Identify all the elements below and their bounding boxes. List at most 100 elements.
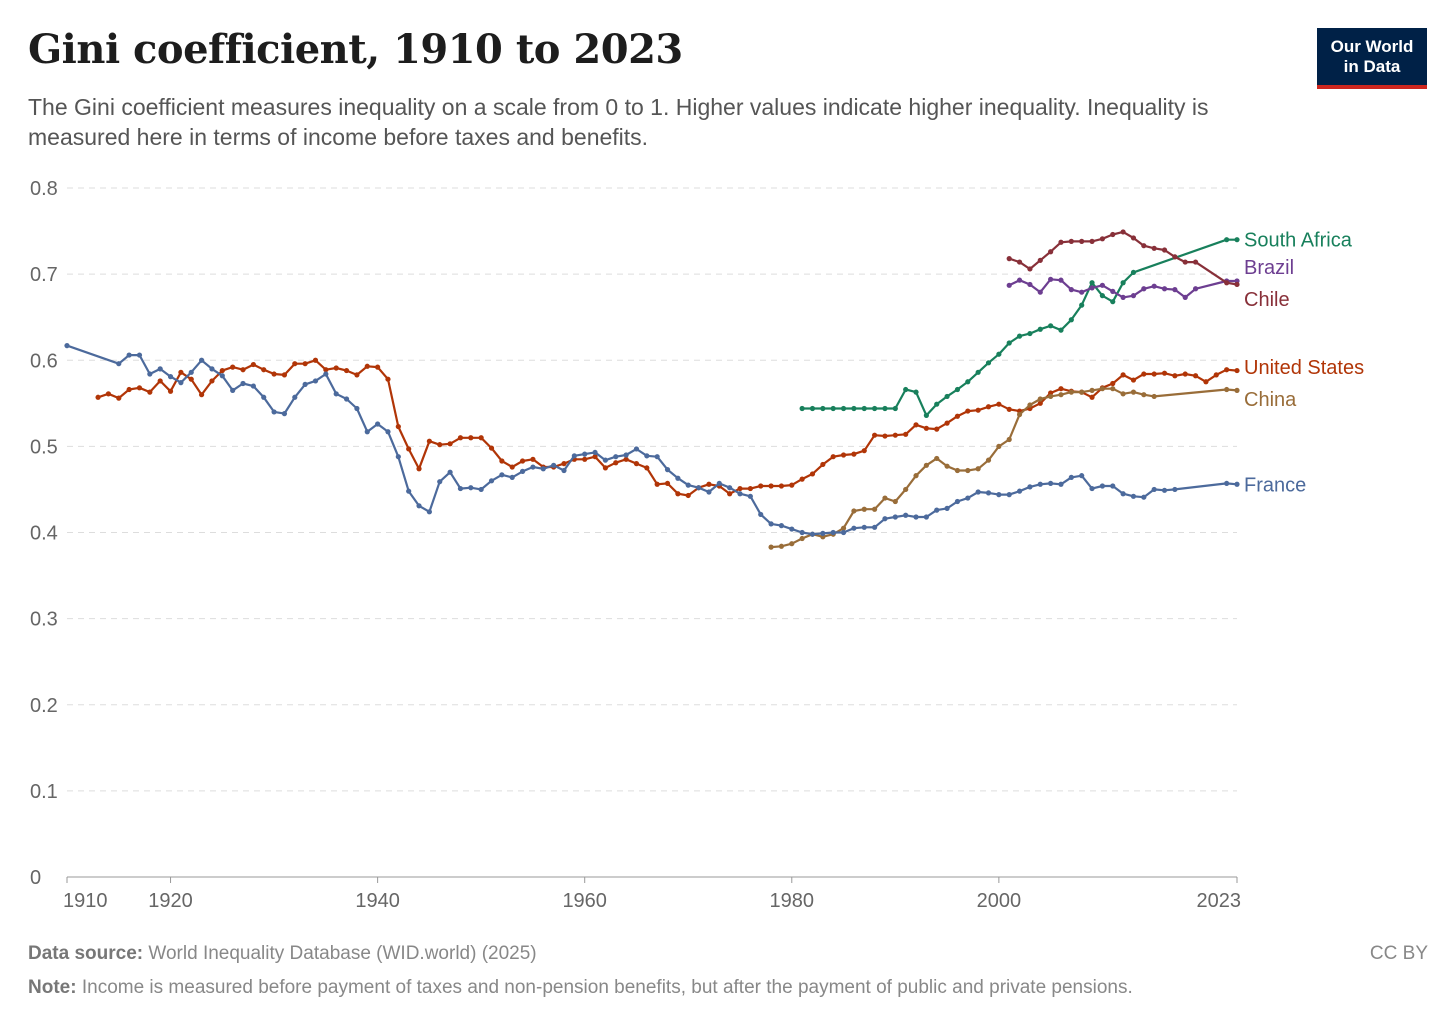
data-point-france bbox=[136, 352, 143, 358]
data-point-united-states bbox=[996, 401, 1002, 407]
data-point-china bbox=[944, 463, 950, 469]
data-point-france bbox=[861, 524, 867, 530]
data-point-chile bbox=[1058, 239, 1064, 245]
data-point-united-states bbox=[178, 369, 184, 375]
data-point-united-states bbox=[820, 461, 826, 468]
data-point-south-africa bbox=[882, 405, 888, 412]
data-point-united-states bbox=[364, 363, 370, 369]
data-point-france bbox=[1068, 474, 1074, 480]
data-point-france bbox=[1058, 481, 1064, 487]
data-point-france bbox=[737, 491, 743, 497]
data-point-united-states bbox=[768, 483, 774, 489]
data-point-south-africa bbox=[861, 405, 867, 412]
data-point-france bbox=[167, 374, 174, 380]
data-point-france bbox=[354, 405, 360, 412]
data-point-united-states bbox=[343, 367, 350, 374]
data-point-france bbox=[530, 464, 536, 470]
y-tick-label: 0.2 bbox=[30, 695, 58, 717]
data-point-france bbox=[996, 492, 1002, 498]
data-point-chile bbox=[1048, 249, 1054, 255]
data-point-france bbox=[1099, 483, 1105, 489]
data-point-china bbox=[851, 508, 857, 514]
data-point-united-states bbox=[903, 431, 909, 437]
data-point-united-states bbox=[281, 372, 288, 378]
data-point-china bbox=[861, 506, 867, 512]
data-point-france bbox=[64, 343, 70, 349]
source-link[interactable]: World Inequality Database (WID.world) (2… bbox=[148, 943, 537, 964]
data-point-china bbox=[1037, 396, 1043, 402]
data-point-united-states bbox=[840, 452, 847, 458]
data-point-france bbox=[778, 523, 785, 529]
data-point-chile bbox=[1099, 236, 1105, 242]
data-point-south-africa bbox=[809, 405, 816, 412]
data-point-chile bbox=[1016, 259, 1023, 265]
data-point-france bbox=[116, 361, 122, 367]
data-point-china bbox=[1027, 402, 1033, 408]
data-point-china bbox=[1151, 393, 1157, 400]
data-point-france bbox=[944, 505, 950, 511]
data-point-china bbox=[1130, 389, 1137, 395]
data-point-france bbox=[613, 454, 619, 460]
data-point-china bbox=[1099, 386, 1105, 392]
data-point-france bbox=[395, 454, 401, 460]
data-point-united-states bbox=[1213, 372, 1219, 378]
y-tick-label: 0.5 bbox=[30, 436, 58, 458]
data-point-china bbox=[1120, 391, 1126, 397]
data-point-brazil bbox=[1048, 276, 1054, 282]
data-point-france bbox=[768, 521, 774, 527]
data-point-united-states bbox=[799, 476, 805, 482]
data-point-united-states bbox=[778, 483, 785, 489]
data-point-france bbox=[426, 509, 432, 515]
data-point-south-africa bbox=[1037, 326, 1043, 332]
data-point-china bbox=[913, 473, 919, 479]
data-point-south-africa bbox=[1099, 293, 1105, 299]
series-group bbox=[64, 229, 1240, 550]
data-point-china bbox=[882, 495, 888, 501]
data-point-france bbox=[540, 466, 546, 472]
data-point-france bbox=[872, 524, 878, 530]
data-point-france bbox=[561, 467, 567, 474]
data-point-france bbox=[1079, 473, 1085, 479]
data-point-chile bbox=[1068, 238, 1074, 244]
data-point-france bbox=[1120, 491, 1126, 497]
y-tick-label: 0.6 bbox=[30, 350, 58, 372]
data-point-brazil bbox=[1182, 294, 1188, 300]
data-point-united-states bbox=[157, 378, 163, 384]
data-point-france bbox=[633, 446, 640, 452]
data-point-united-states bbox=[1151, 371, 1157, 377]
data-point-china bbox=[1048, 393, 1054, 400]
series-line-france bbox=[66, 344, 1238, 536]
data-point-france bbox=[219, 373, 225, 379]
data-point-france bbox=[602, 457, 609, 463]
series-line-united-states bbox=[97, 359, 1238, 497]
data-point-france bbox=[1172, 486, 1178, 493]
data-point-united-states bbox=[613, 460, 619, 466]
data-point-france bbox=[571, 453, 577, 459]
data-point-france bbox=[126, 352, 132, 358]
y-tick-label: 0 bbox=[30, 867, 41, 889]
data-point-united-states bbox=[406, 446, 412, 452]
data-point-china bbox=[1234, 387, 1240, 393]
data-point-china bbox=[1016, 411, 1023, 418]
data-point-united-states bbox=[623, 456, 629, 462]
data-point-united-states bbox=[654, 481, 660, 487]
data-point-france bbox=[685, 482, 691, 488]
series-label-chile: Chile bbox=[1244, 289, 1290, 311]
x-tick-label: 1920 bbox=[148, 890, 193, 912]
license-link[interactable]: CC BY bbox=[1369, 943, 1428, 964]
data-point-china bbox=[1058, 392, 1064, 398]
data-point-united-states bbox=[509, 464, 515, 470]
data-point-united-states bbox=[230, 364, 236, 370]
data-point-south-africa bbox=[1224, 237, 1230, 243]
owid-logo[interactable]: Our World in Data bbox=[1317, 28, 1427, 89]
data-point-france bbox=[1151, 486, 1157, 493]
data-point-china bbox=[799, 535, 805, 542]
data-point-united-states bbox=[664, 480, 671, 487]
data-point-france bbox=[840, 529, 847, 536]
data-point-united-states bbox=[582, 456, 588, 462]
chart-subtitle: The Gini coefficient measures inequality… bbox=[28, 94, 1209, 150]
axes: 0 0.1 0.2 0.3 0.4 0.5 0.6 0.7 0.8 1910 1920 1940 196… bbox=[30, 178, 1241, 912]
data-point-united-states bbox=[457, 435, 464, 441]
data-point-united-states bbox=[882, 433, 888, 439]
data-point-united-states bbox=[1110, 380, 1116, 387]
